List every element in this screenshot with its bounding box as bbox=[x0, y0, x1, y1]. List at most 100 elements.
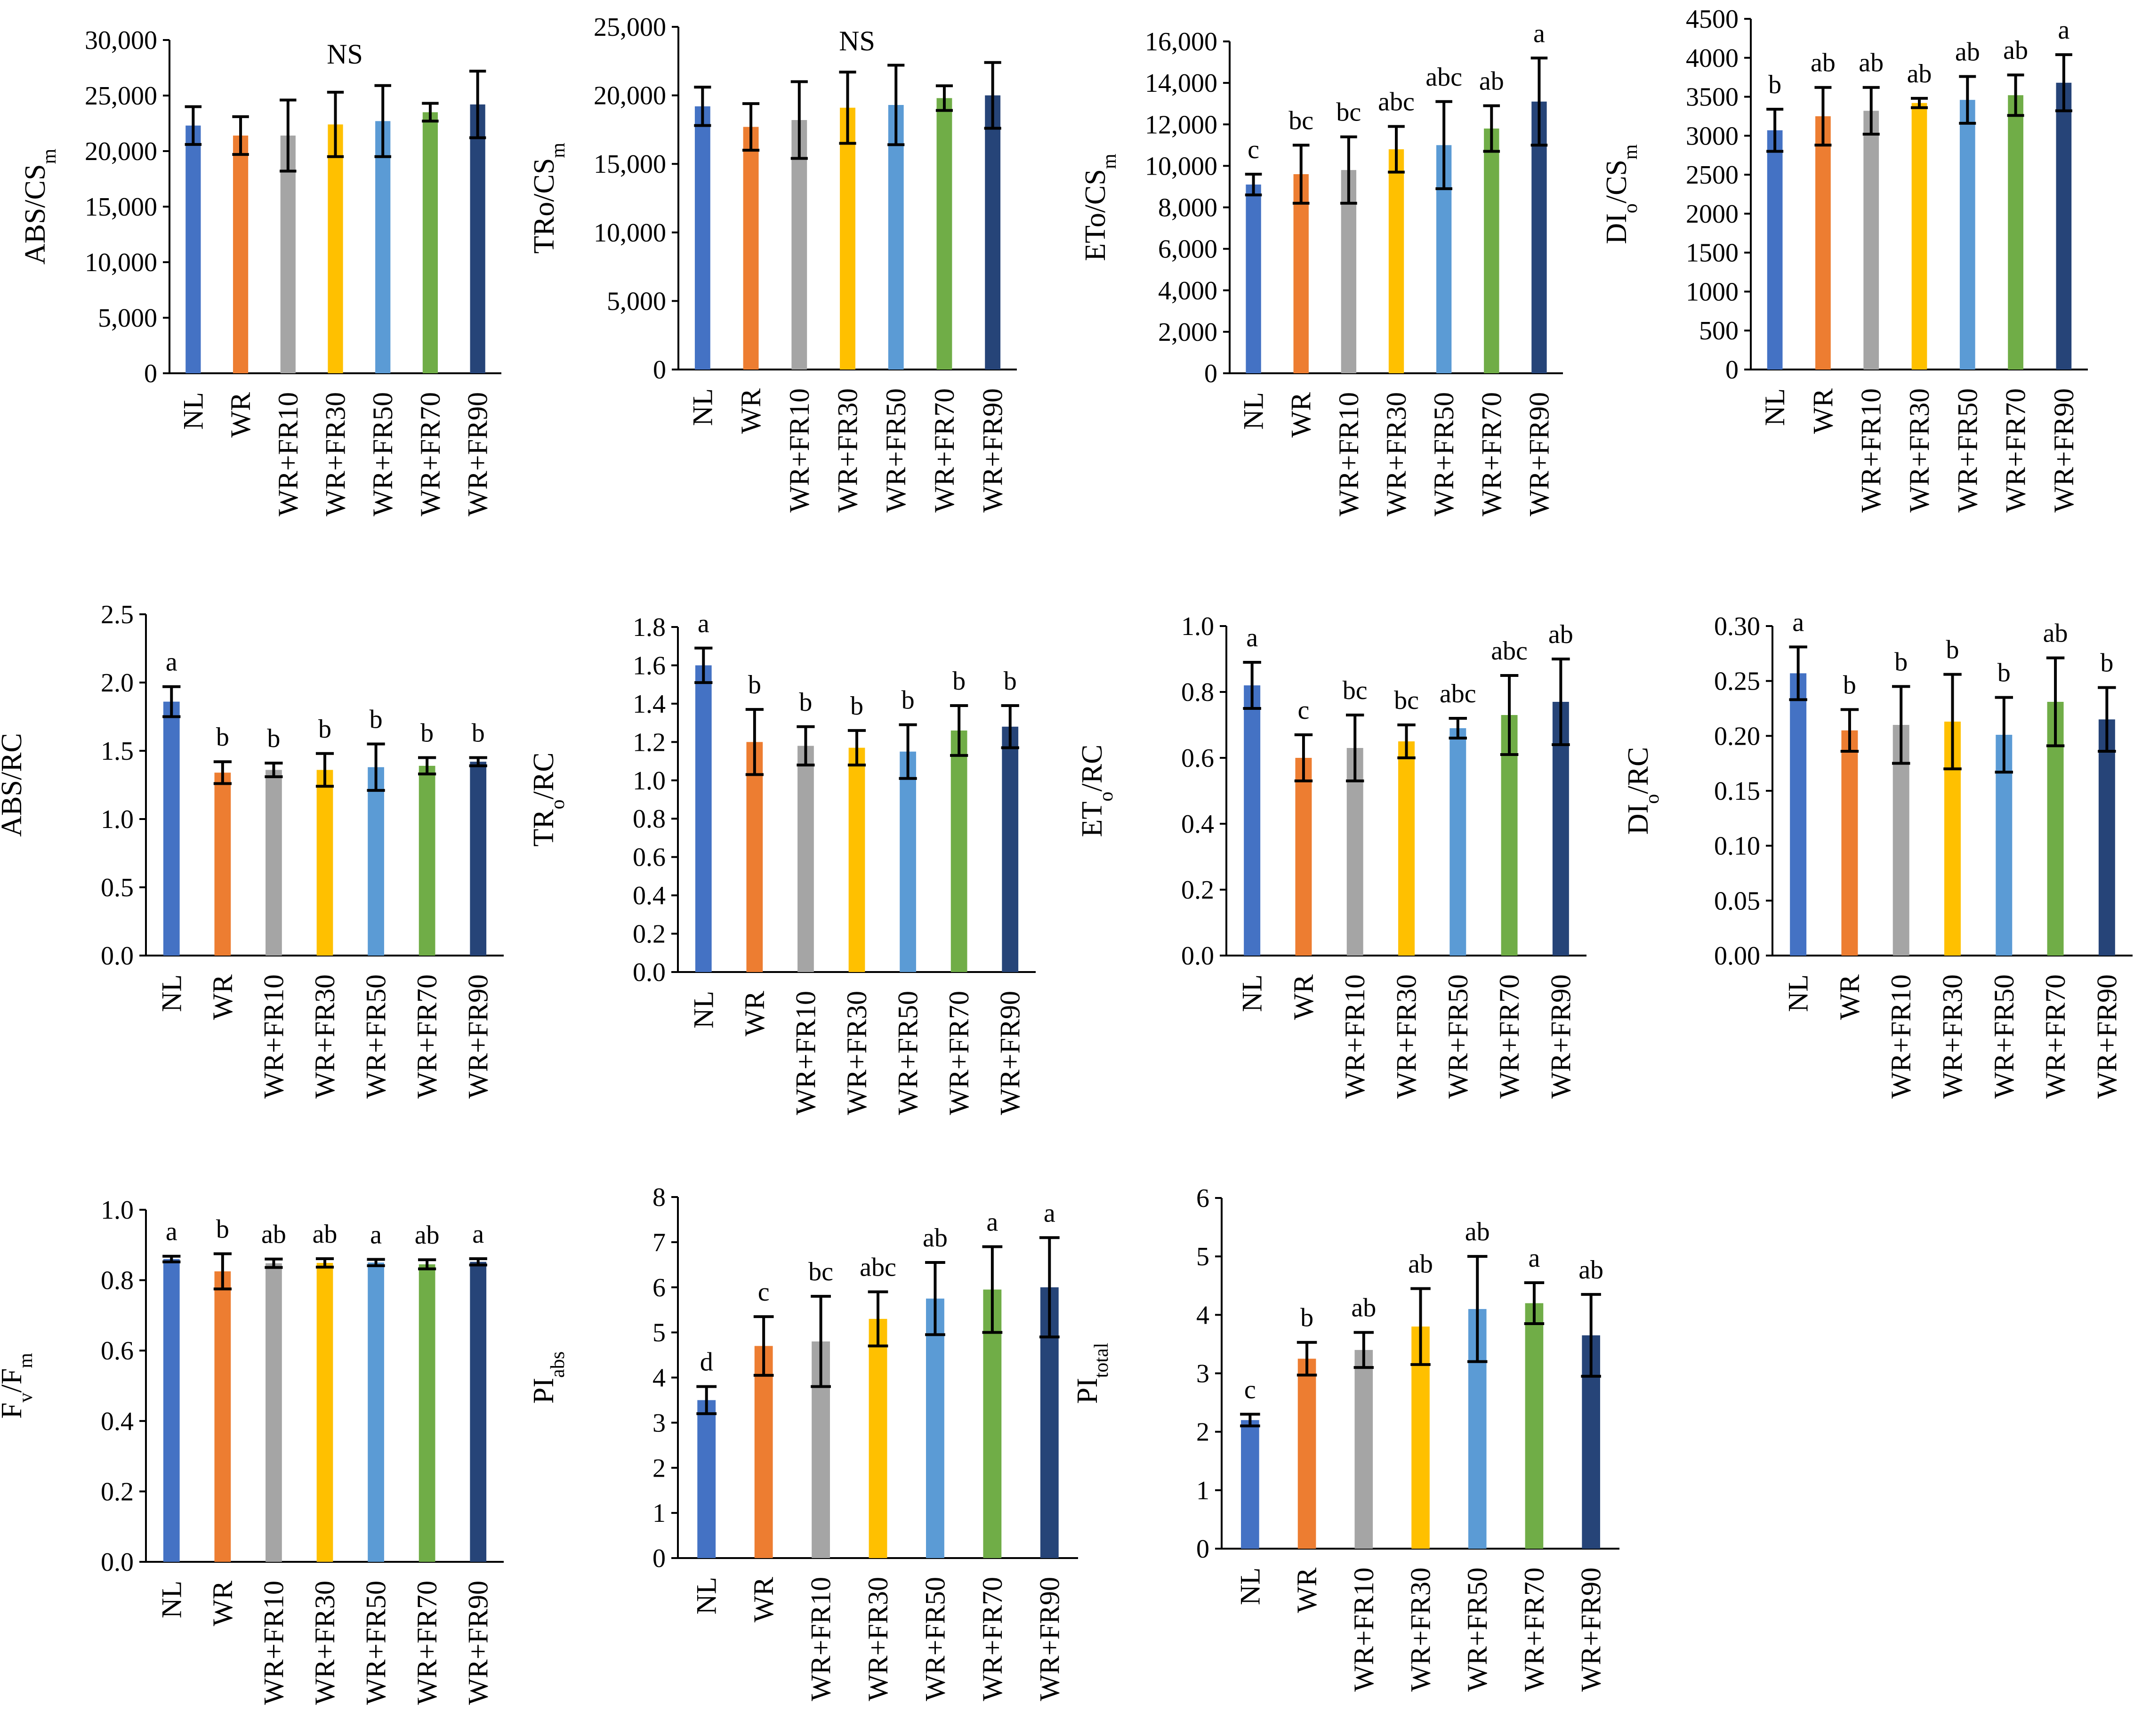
y-tick-label: 0 bbox=[1725, 355, 1739, 385]
category-label: NL bbox=[688, 991, 719, 1029]
y-tick-label: 0 bbox=[1196, 1535, 1209, 1564]
significance-letter: b bbox=[952, 667, 966, 696]
significance-letter: bc bbox=[1288, 106, 1313, 135]
category-label: WR+FR30 bbox=[309, 974, 340, 1099]
y-axis-title-part: PI bbox=[1071, 1378, 1103, 1404]
category-label: WR bbox=[207, 1581, 238, 1626]
y-tick-label: 2 bbox=[652, 1454, 666, 1483]
bar-wr bbox=[1293, 174, 1309, 373]
category-label: WR+FR30 bbox=[832, 388, 863, 513]
bar-wr-fr10 bbox=[266, 770, 282, 956]
y-axis-title: DIo/CSm bbox=[1601, 144, 1642, 244]
y-axis-title-subscript: m bbox=[548, 143, 569, 158]
significance-letter: ab bbox=[1479, 67, 1504, 96]
category-label: WR+FR10 bbox=[258, 974, 289, 1099]
bar-wr-fr50 bbox=[1449, 728, 1466, 956]
not-significant-label: NS bbox=[327, 39, 363, 70]
y-tick-label: 0.20 bbox=[1714, 722, 1760, 751]
y-axis-title: PIabs bbox=[528, 1351, 569, 1404]
bar-wr-fr30 bbox=[316, 770, 333, 956]
y-tick-label: 30,000 bbox=[85, 26, 157, 55]
bar-wr bbox=[1297, 1358, 1316, 1549]
bar-wr-fr10 bbox=[280, 135, 296, 373]
y-tick-label: 0 bbox=[653, 355, 666, 385]
bar-wr-fr30 bbox=[1388, 149, 1404, 373]
y-tick-label: 5,000 bbox=[98, 304, 157, 333]
significance-letter: bc bbox=[1343, 676, 1368, 705]
y-tick-label: 10,000 bbox=[85, 248, 157, 277]
y-axis-title-part: TR bbox=[528, 809, 560, 847]
y-axis-title-part: F bbox=[0, 1402, 28, 1418]
significance-letter: b bbox=[748, 670, 761, 699]
significance-letter: b bbox=[472, 719, 485, 748]
y-tick-label: 8,000 bbox=[1158, 193, 1217, 223]
bar-wr-fr30 bbox=[1911, 103, 1927, 370]
y-axis-title-part: PI bbox=[528, 1378, 560, 1404]
significance-letter: a bbox=[986, 1207, 998, 1237]
bar-wr-fr70 bbox=[419, 1264, 435, 1562]
bar-wr-fr10 bbox=[797, 746, 814, 972]
y-tick-label: 20,000 bbox=[594, 81, 666, 111]
significance-letter: ab bbox=[1955, 38, 1980, 67]
category-label: WR+FR90 bbox=[977, 388, 1008, 513]
y-axis-title: ABS/CSm bbox=[19, 149, 60, 265]
bar-wr-fr70 bbox=[1525, 1303, 1544, 1549]
y-axis-title: ABS/RC bbox=[0, 733, 28, 837]
significance-letter: a bbox=[1792, 608, 1804, 637]
category-label: WR bbox=[739, 991, 770, 1037]
significance-letter: ab bbox=[2003, 36, 2028, 65]
y-tick-label: 15,000 bbox=[594, 150, 666, 179]
bar-wr bbox=[746, 742, 763, 972]
significance-letter: b bbox=[318, 715, 331, 744]
category-label: NL bbox=[691, 1577, 722, 1615]
significance-letter: ab bbox=[1859, 48, 1884, 78]
significance-letter: b bbox=[1843, 670, 1856, 699]
category-label: WR+FR70 bbox=[411, 974, 443, 1099]
significance-letter: a bbox=[370, 1220, 382, 1249]
y-tick-label: 1.6 bbox=[633, 651, 666, 680]
bar-nl bbox=[163, 701, 180, 956]
category-label: WR+FR90 bbox=[2091, 974, 2122, 1099]
y-tick-label: 5 bbox=[1196, 1242, 1209, 1271]
chart-panel-9: 0.0 0.2 0.4 0.6 0.8 1.0 Fv/Fm a NL b WR ab WR+FR10 ab… bbox=[0, 1196, 504, 1705]
y-tick-label: 14,000 bbox=[1145, 69, 1217, 98]
bar-wr-fr30 bbox=[328, 124, 343, 373]
bar-wr-fr90 bbox=[2056, 82, 2072, 370]
significance-letter: b bbox=[1997, 659, 2011, 688]
chart-panel-10: 0 1 2 3 4 5 6 7 8 PIabs d NL c WR bc WR+FR10 abc WR+FR30 a… bbox=[528, 1183, 1078, 1701]
chart-panel-8: 0.00 0.05 0.10 0.15 0.20 0.25 0.30 DIo/RC a NL b WR… bbox=[1622, 608, 2133, 1099]
chart-panel-2: 0 5,000 10,000 15,000 20,000 25,000 TRo/CSm NL W… bbox=[528, 13, 1017, 513]
significance-letter: b bbox=[1300, 1303, 1313, 1333]
category-label: NL bbox=[1238, 392, 1269, 430]
bar-wr-fr30 bbox=[316, 1262, 333, 1562]
y-tick-label: 4,000 bbox=[1158, 276, 1217, 305]
y-axis-title-part: /RC bbox=[528, 752, 560, 799]
category-label: WR+FR30 bbox=[1904, 388, 1935, 513]
category-label: WR+FR70 bbox=[977, 1577, 1008, 1701]
y-tick-label: 1500 bbox=[1686, 239, 1739, 268]
y-tick-label: 0.4 bbox=[101, 1407, 134, 1436]
y-tick-label: 3000 bbox=[1686, 121, 1739, 151]
significance-letter: abc bbox=[1440, 679, 1476, 708]
y-tick-label: 3 bbox=[652, 1408, 666, 1438]
y-tick-label: 0.30 bbox=[1714, 612, 1760, 641]
category-label: WR+FR30 bbox=[309, 1581, 340, 1705]
significance-letter: a bbox=[1044, 1198, 1055, 1228]
y-tick-label: 10,000 bbox=[594, 218, 666, 248]
category-label: WR+FR90 bbox=[995, 991, 1026, 1115]
y-axis-title: ETo/RC bbox=[1076, 745, 1117, 837]
category-label: WR+FR70 bbox=[1519, 1567, 1550, 1692]
bar-wr bbox=[743, 127, 759, 370]
category-label: WR+FR50 bbox=[1428, 392, 1459, 516]
significance-letter: b bbox=[1946, 635, 1959, 665]
category-label: WR+FR30 bbox=[1381, 392, 1412, 516]
y-tick-label: 2.0 bbox=[101, 668, 134, 698]
category-label: WR+FR10 bbox=[790, 991, 821, 1115]
bar-wr-fr50 bbox=[888, 104, 904, 370]
y-tick-label: 1 bbox=[1196, 1476, 1209, 1505]
y-tick-label: 7 bbox=[652, 1228, 666, 1257]
y-tick-label: 4500 bbox=[1686, 5, 1739, 34]
category-label: WR+FR70 bbox=[1476, 392, 1507, 516]
significance-letter: bc bbox=[808, 1257, 833, 1286]
significance-letter: b bbox=[1004, 667, 1017, 696]
